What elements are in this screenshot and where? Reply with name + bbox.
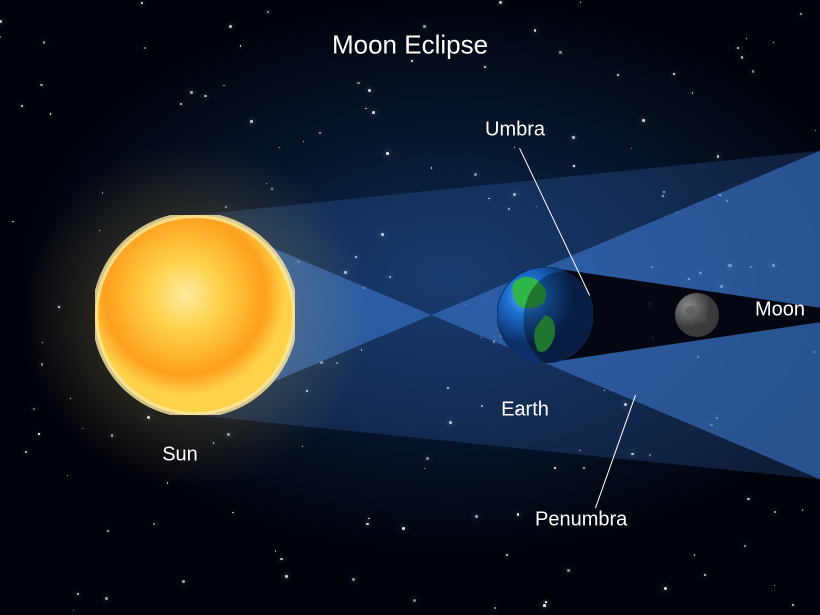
umbra-label: Umbra <box>485 119 545 142</box>
moon-icon <box>675 293 719 337</box>
eclipse-diagram: Moon Eclipse Sun Earth Moon Umbra Penumb… <box>0 0 820 615</box>
earth-icon <box>497 267 593 363</box>
earth-label: Earth <box>501 399 549 422</box>
moon-label: Moon <box>755 299 805 322</box>
sun-icon <box>95 215 295 415</box>
sun-label: Sun <box>162 444 198 467</box>
diagram-title: Moon Eclipse <box>332 30 488 61</box>
penumbra-label: Penumbra <box>535 509 627 532</box>
